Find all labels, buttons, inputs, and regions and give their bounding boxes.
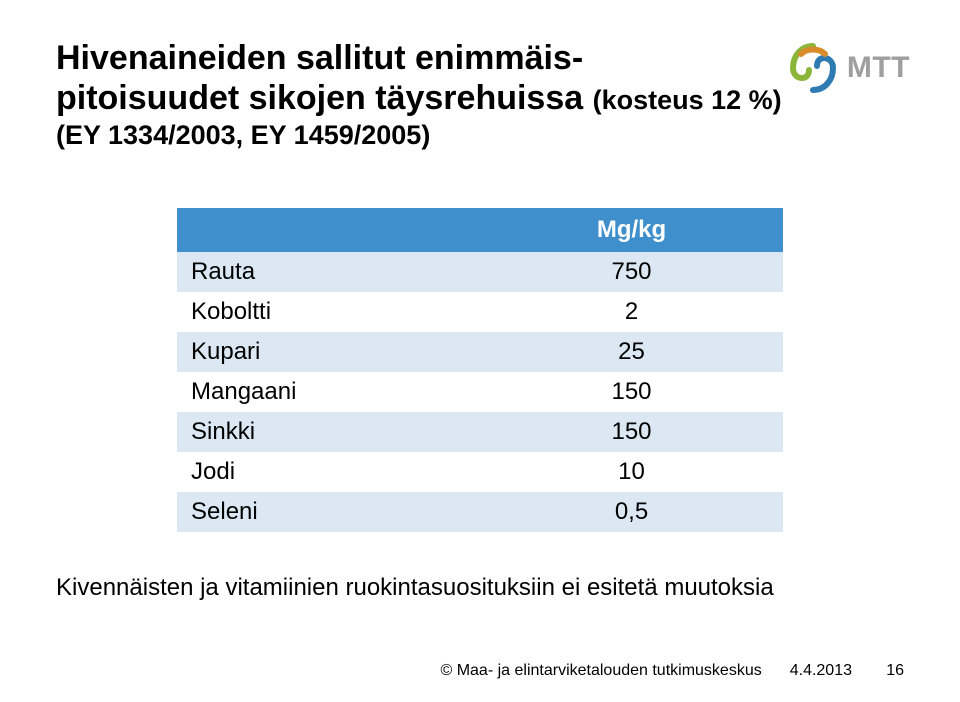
- data-table-wrap: Mg/kg Rauta750Koboltti2Kupari25Mangaani1…: [177, 208, 783, 532]
- logo-text: MTT: [847, 51, 910, 85]
- table-header-empty: [177, 208, 480, 252]
- table-row: Jodi10: [177, 452, 783, 492]
- slide-title-line2: pitoisuudet sikojen täysrehuissa: [56, 79, 583, 117]
- footer-page: 16: [880, 662, 904, 680]
- table-cell-value: 25: [480, 332, 783, 372]
- footer-date: 4.4.2013: [790, 662, 852, 680]
- table-cell-value: 10: [480, 452, 783, 492]
- table-cell-label: Kupari: [177, 332, 480, 372]
- table-body: Rauta750Koboltti2Kupari25Mangaani150Sink…: [177, 252, 783, 532]
- title-block: Hivenaineiden sallitut enimmäis- pitoisu…: [56, 38, 787, 152]
- slide-subtitle-1: (kosteus 12 %): [593, 85, 782, 115]
- table-cell-value: 0,5: [480, 492, 783, 532]
- table-cell-label: Rauta: [177, 252, 480, 292]
- table-cell-label: Sinkki: [177, 412, 480, 452]
- table-cell-value: 2: [480, 292, 783, 332]
- slide-title-line1: Hivenaineiden sallitut enimmäis-: [56, 38, 787, 78]
- table-row: Rauta750: [177, 252, 783, 292]
- table-header-unit: Mg/kg: [480, 208, 783, 252]
- table-row: Mangaani150: [177, 372, 783, 412]
- table-cell-label: Seleni: [177, 492, 480, 532]
- footer: © Maa- ja elintarviketalouden tutkimuske…: [440, 662, 904, 680]
- header-row: Hivenaineiden sallitut enimmäis- pitoisu…: [56, 38, 904, 152]
- table-cell-value: 750: [480, 252, 783, 292]
- table-cell-label: Mangaani: [177, 372, 480, 412]
- table-cell-label: Koboltti: [177, 292, 480, 332]
- data-table: Mg/kg Rauta750Koboltti2Kupari25Mangaani1…: [177, 208, 783, 532]
- slide-subtitle-2: (EY 1334/2003, EY 1459/2005): [56, 120, 787, 152]
- logo-swirl-icon: [787, 42, 839, 94]
- table-cell-value: 150: [480, 372, 783, 412]
- table-row: Koboltti2: [177, 292, 783, 332]
- slide: Hivenaineiden sallitut enimmäis- pitoisu…: [0, 0, 960, 702]
- footer-copyright: © Maa- ja elintarviketalouden tutkimuske…: [440, 662, 761, 680]
- table-cell-value: 150: [480, 412, 783, 452]
- logo: MTT: [787, 42, 910, 94]
- table-row: Sinkki150: [177, 412, 783, 452]
- table-header-row: Mg/kg: [177, 208, 783, 252]
- table-row: Seleni0,5: [177, 492, 783, 532]
- table-row: Kupari25: [177, 332, 783, 372]
- footnote: Kivennäisten ja vitamiinien ruokintasuos…: [56, 574, 904, 602]
- table-cell-label: Jodi: [177, 452, 480, 492]
